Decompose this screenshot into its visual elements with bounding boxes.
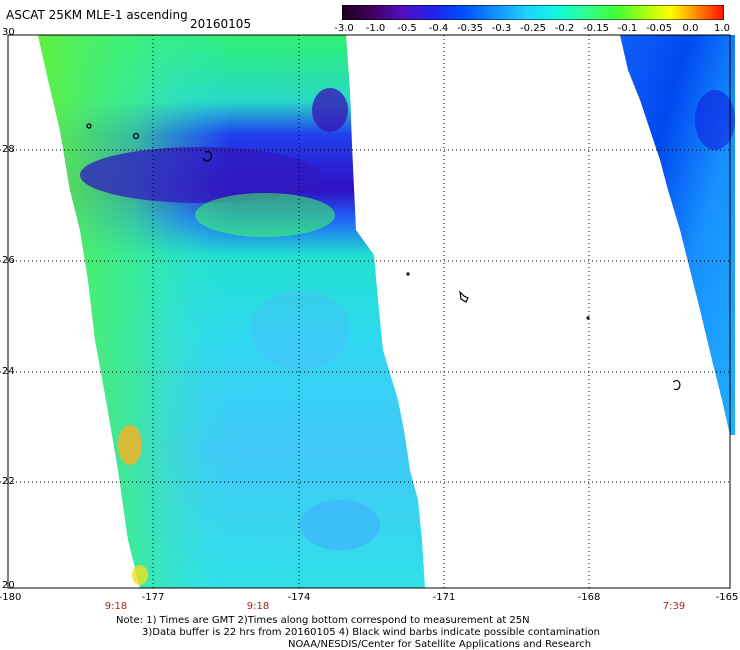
right-swath bbox=[620, 35, 735, 435]
colorbar-label: -3.0 bbox=[334, 23, 354, 34]
gridlines bbox=[0, 35, 730, 588]
colorbar-label: -0.35 bbox=[457, 23, 483, 34]
longitude-label: -168 bbox=[577, 592, 601, 603]
colorbar-label: -0.15 bbox=[583, 23, 609, 34]
colorbar-label: 0.0 bbox=[682, 23, 699, 34]
note-line-1: Note: 1) Times are GMT 2)Times along bot… bbox=[116, 615, 530, 626]
longitude-label: -165 bbox=[715, 592, 739, 603]
colorbar-label: -0.05 bbox=[646, 23, 672, 34]
islands bbox=[86, 123, 681, 391]
colorbar-label: -0.5 bbox=[397, 23, 417, 34]
colorbar-label: -0.25 bbox=[520, 23, 546, 34]
longitude-label: -177 bbox=[141, 592, 165, 603]
time-label: 7:39 bbox=[662, 601, 686, 612]
latitude-label: 20 bbox=[2, 580, 15, 591]
longitude-label: -180 bbox=[0, 592, 22, 603]
colorbar-label: -0.2 bbox=[554, 23, 575, 34]
map-date: 20160105 bbox=[190, 17, 252, 31]
latitude-label: 22 bbox=[2, 476, 15, 487]
time-label: 9:18 bbox=[104, 601, 128, 612]
colorbar-label: -0.3 bbox=[491, 23, 512, 34]
map-frame bbox=[7, 34, 731, 589]
time-label: 9:18 bbox=[246, 601, 270, 612]
map-title: ASCAT 25KM MLE-1 ascending bbox=[6, 8, 188, 22]
colorbar-label: -0.1 bbox=[617, 23, 638, 34]
colorbar bbox=[342, 5, 724, 20]
latitude-label: 28 bbox=[2, 144, 15, 155]
latitude-label: 30 bbox=[2, 27, 15, 38]
note-line-2: 3)Data buffer is 22 hrs from 20160105 4)… bbox=[142, 627, 600, 638]
colorbar-label: -0.4 bbox=[428, 23, 449, 34]
colorbar-label: 1.0 bbox=[714, 23, 730, 34]
latitude-label: 26 bbox=[2, 255, 15, 266]
note-line-3: NOAA/NESDIS/Center for Satellite Applica… bbox=[288, 639, 592, 650]
left-swath bbox=[38, 35, 425, 588]
colorbar-label: -1.0 bbox=[365, 23, 386, 34]
latitude-label: 24 bbox=[2, 366, 15, 377]
longitude-label: -171 bbox=[432, 592, 456, 603]
longitude-label: -174 bbox=[287, 592, 311, 603]
